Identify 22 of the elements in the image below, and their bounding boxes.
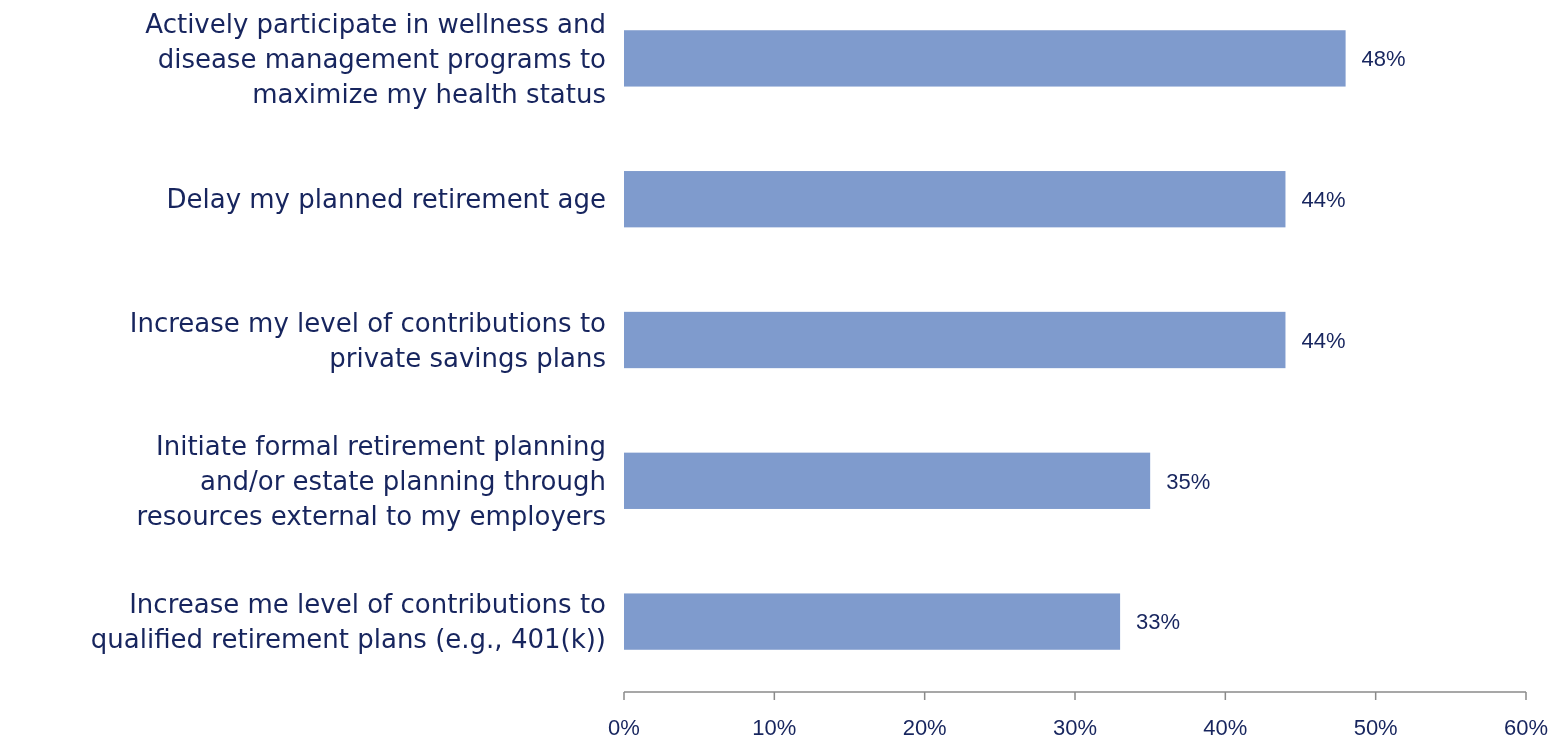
x-tick-label: 60% [1503,715,1549,740]
data-label: 44% [1301,327,1346,353]
y-tick-label: Increase my level of contributions to private savings plans [129,307,606,373]
data-label: 48% [1361,46,1406,72]
data-label: 33% [1136,609,1181,635]
y-tick-label: Initiate formal retirement planning and/or estate planning through resources external to my employers [136,430,606,531]
y-tick-label: Actively participate in wellness and disease management programs to maximize my health status [145,8,606,109]
x-tick-label: 10% [752,715,797,740]
bar [624,452,1151,509]
data-label: 44% [1301,186,1346,212]
x-tick-label: 40% [1203,715,1248,740]
y-tick-label: Increase me level of contributions to qualified retirement plans (e.g., 401(k)) [90,589,606,655]
x-tick-label: 20% [902,715,947,740]
bar [624,30,1346,87]
y-tick-label: Delay my planned retirement age [166,184,606,215]
bar [624,171,1286,228]
x-tick-label: 50% [1353,715,1398,740]
bar [624,593,1121,650]
x-tick-label: 0% [608,715,640,740]
x-tick-label: 30% [1052,715,1098,740]
bar [624,311,1286,369]
data-label: 35% [1166,468,1211,494]
